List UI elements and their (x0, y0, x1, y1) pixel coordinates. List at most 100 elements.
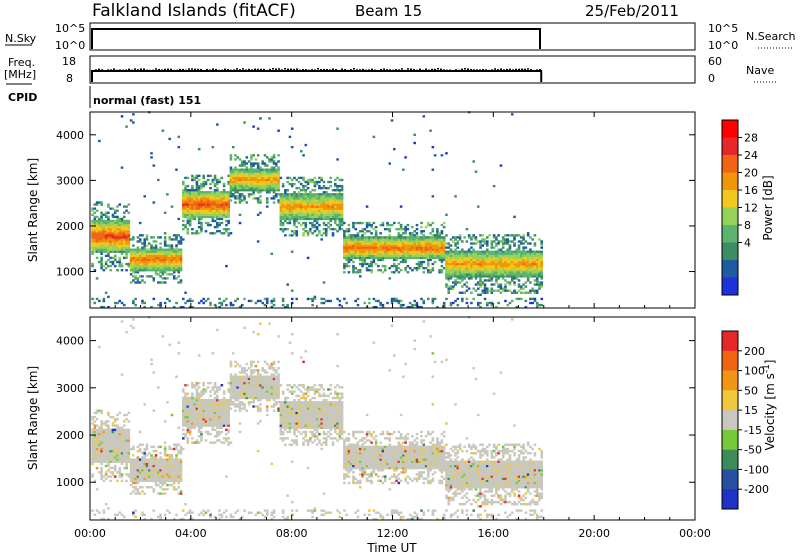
power-cell (290, 201, 294, 204)
power-cell (465, 275, 469, 278)
power-cell (175, 256, 178, 260)
velocity-cell (107, 437, 110, 440)
nave-dot (503, 69, 505, 71)
power-cell (170, 250, 174, 253)
velocity-cell (120, 456, 124, 459)
power-cell (422, 301, 426, 305)
velocity-cell (175, 479, 178, 483)
power-cell (440, 223, 444, 227)
power-cell (234, 158, 237, 161)
power-cell (159, 262, 162, 266)
velocity-cell (159, 477, 162, 480)
power-cell (95, 209, 99, 212)
power-cell (243, 182, 246, 186)
power-cell (286, 209, 289, 212)
power-cell (372, 250, 376, 253)
power-cell (206, 209, 210, 212)
power-cell (497, 242, 500, 245)
power-cell (354, 252, 358, 255)
power-cell (91, 244, 94, 247)
power-cell (284, 217, 287, 221)
power-cell (116, 248, 119, 251)
power-cell (304, 225, 308, 229)
velocity-cell (93, 420, 97, 423)
velocity-cell (159, 452, 162, 455)
power-cell (324, 205, 328, 208)
power-cell (451, 285, 455, 288)
power-cell (535, 275, 539, 278)
velocity-cell (172, 443, 176, 446)
nave-dot (521, 68, 523, 70)
power-cell (177, 258, 181, 262)
velocity-cell (182, 422, 185, 425)
power-cell (188, 195, 192, 198)
power-cell (288, 219, 292, 223)
nave-dot (440, 68, 442, 71)
power-cell (168, 262, 171, 266)
power-cell (383, 244, 387, 247)
power-cell (145, 234, 149, 237)
power-cell (431, 299, 435, 303)
power-cell (100, 221, 103, 225)
power-cell (529, 273, 532, 276)
power-cell (213, 215, 217, 219)
power-cell (467, 236, 471, 239)
power-cell (275, 176, 278, 180)
nave-dot (284, 68, 286, 70)
power-cell (492, 184, 496, 188)
power-cell (461, 285, 464, 288)
power-cell (442, 301, 446, 305)
power-cell (279, 203, 283, 206)
power-cell (204, 182, 208, 186)
velocity-cell (109, 452, 112, 455)
power-cell (347, 260, 351, 264)
velocity-cell (163, 471, 167, 474)
power-cell (404, 242, 407, 245)
power-cell (290, 195, 294, 198)
velocity-cell (127, 439, 131, 442)
power-cell (327, 193, 330, 196)
power-cell (191, 191, 194, 194)
nave-tick-bottom: 0 (708, 72, 715, 85)
power-cell (486, 244, 489, 247)
velocity-cell (98, 409, 101, 412)
velocity-cell (109, 435, 112, 438)
nave-dot (434, 68, 436, 71)
power-cell (322, 213, 326, 216)
velocity-cell (177, 352, 181, 355)
power-cell (529, 254, 532, 258)
power-cell (104, 234, 108, 237)
power-cell (458, 250, 462, 253)
power-cell (263, 176, 267, 180)
power-cell (372, 297, 376, 301)
velocity-cell (152, 458, 156, 461)
power-cell (306, 211, 310, 214)
power-cell (231, 170, 235, 173)
nave-dot (344, 69, 346, 71)
power-cell (206, 201, 210, 204)
power-cell (533, 252, 537, 255)
power-cell (411, 242, 414, 245)
power-cell (132, 275, 135, 278)
power-cell (227, 213, 230, 216)
nave-dot (527, 68, 529, 70)
velocity-cell (159, 469, 162, 472)
velocity-cell (91, 437, 94, 440)
power-cell (472, 258, 475, 262)
power-cell (147, 269, 151, 272)
velocity-cell (132, 447, 135, 451)
velocity-cell (93, 452, 97, 455)
power-cell (188, 199, 192, 202)
velocity-cell (129, 466, 133, 470)
velocity-cell (111, 432, 115, 436)
velocity-cell (125, 447, 128, 451)
power-cell (141, 279, 144, 282)
power-cell (263, 189, 267, 192)
power-cell (540, 281, 544, 284)
power-cell (252, 164, 255, 167)
power-cell (422, 234, 426, 237)
power-cell (329, 203, 333, 206)
power-cell (295, 219, 299, 223)
power-cell (436, 230, 439, 233)
power-cell (497, 254, 500, 258)
